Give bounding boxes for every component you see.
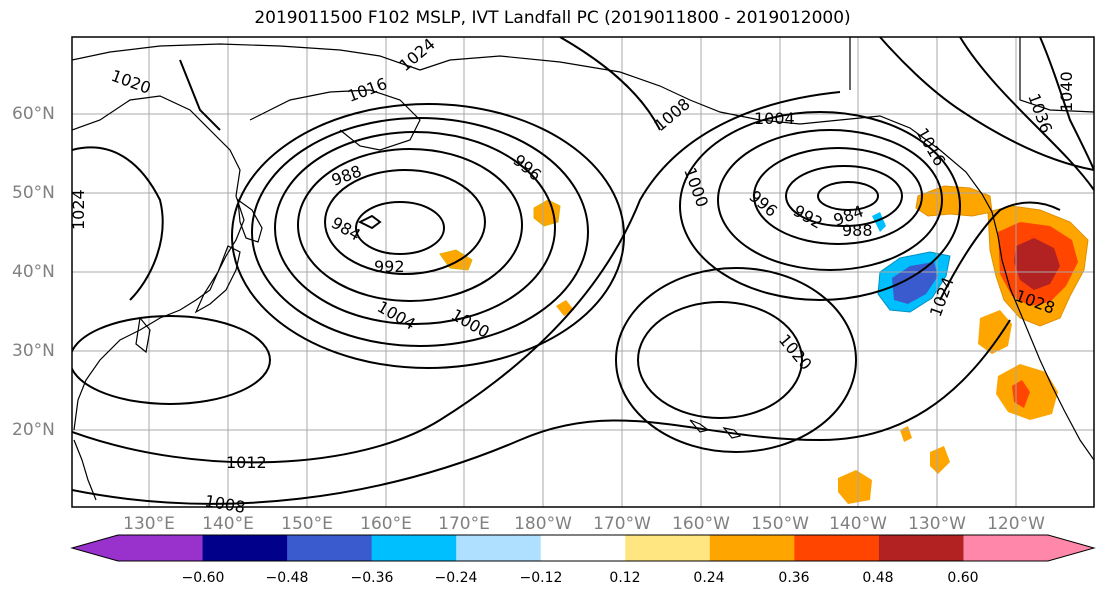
lon-label: 150°E [281,514,333,534]
colorbar [70,534,1096,562]
colorbar-tick-label: 0.36 [778,570,810,586]
colorbar-extend-min [72,535,118,561]
colorbar-segment [202,535,288,561]
shade-baja [978,310,1012,354]
lon-label: 150°W [751,514,809,534]
lon-label: 140°E [202,514,254,534]
colorbar-segment [963,535,1049,561]
lon-label: 160°W [672,514,730,534]
colorbar-segment [540,535,626,561]
lon-label: 180°W [514,514,572,534]
lon-label: 170°E [438,514,490,534]
coastlines [72,37,1094,501]
colorbar-tick-label: −0.12 [519,570,563,586]
lon-label: 120°W [987,514,1045,534]
lon-label: 170°W [593,514,651,534]
colorbar-tick-label: 0.60 [947,570,979,586]
lat-label: 60°N [12,104,55,124]
colorbar-segment [709,535,795,561]
map-frame [71,36,1095,508]
colorbar-segment [878,535,964,561]
lat-label: 40°N [12,262,55,282]
contour-label: 1012 [226,453,267,472]
contour-label: 1004 [754,109,795,128]
lon-label: 140°W [829,514,887,534]
contour-label: 988 [842,221,873,240]
contour-label: 992 [374,257,405,276]
lon-label: 130°E [123,514,175,534]
colorbar-tick-label: 0.12 [609,570,641,586]
contour-label: 1024 [69,189,88,230]
shade-negative-small [872,212,886,232]
contour-label: 1040 [1057,71,1076,112]
shade-south-2 [930,446,950,474]
colorbar-tick-label: −0.24 [434,570,478,586]
colorbar-tick-label: −0.36 [350,570,394,586]
colorbar-segment [794,535,880,561]
lat-label: 20°N [12,420,55,440]
colorbar-segment [456,535,542,561]
colorbar-tick-label: 0.48 [862,570,894,586]
shade-west-coast-max [1014,238,1060,290]
colorbar-tick-label: 0.24 [693,570,725,586]
colorbar-tick-label: −0.48 [265,570,309,586]
colorbar-extend-max [1048,535,1094,561]
colorbar-tick-label: −0.60 [181,570,225,586]
map-title: 2019011500 F102 MSLP, IVT Landfall PC (2… [254,8,851,28]
lon-label: 130°W [908,514,966,534]
shade-south-1 [838,470,872,504]
colorbar-segment [371,535,457,561]
colorbar-segment [287,535,373,561]
mslp-contours [72,37,1094,505]
lat-label: 30°N [12,341,55,361]
colorbar-segment [625,535,711,561]
colorbar-outline [70,534,1096,562]
lon-label: 160°E [360,514,412,534]
graticule [72,37,1094,507]
lat-label: 50°N [12,183,55,203]
colorbar-segment [118,535,204,561]
